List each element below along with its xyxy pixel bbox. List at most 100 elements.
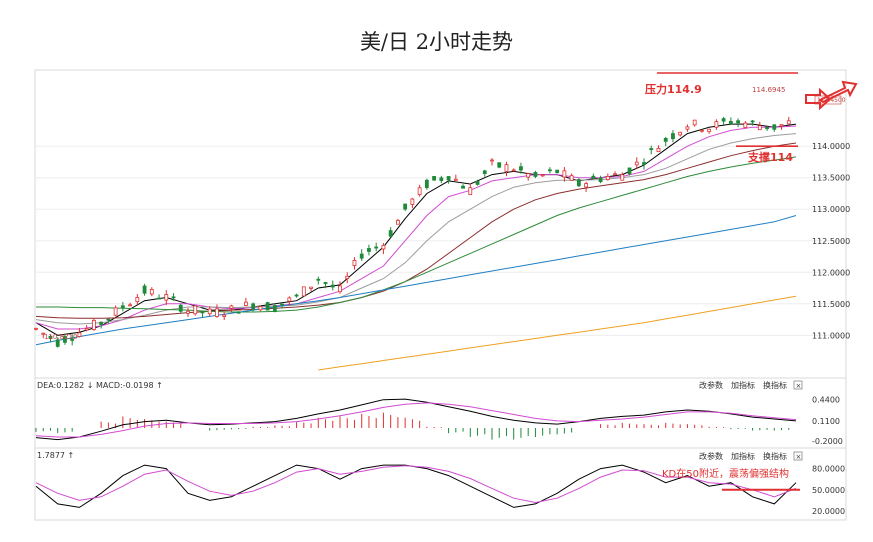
candle-body xyxy=(77,332,82,337)
moving-average-line xyxy=(318,295,797,371)
candle-body xyxy=(692,119,697,126)
right-arrow-icon xyxy=(805,87,832,111)
candle-body xyxy=(461,185,465,189)
indicator-button[interactable]: 改参数 xyxy=(699,451,723,461)
macd-series-layer xyxy=(35,398,797,441)
candle-body xyxy=(120,305,125,309)
candle-body xyxy=(345,275,350,280)
macd-tick-label: 0.1100 xyxy=(812,417,840,426)
candle-body xyxy=(330,284,335,288)
label-layer: 111.0000 111.5000 112.0000 112.5000 113.0000… xyxy=(37,72,850,516)
candle-body xyxy=(142,285,147,294)
close-icon[interactable] xyxy=(793,451,803,461)
candle-body xyxy=(410,198,415,205)
kd-tick-label: 50.0000 xyxy=(812,486,845,495)
candle-body xyxy=(475,181,480,185)
candle-body xyxy=(229,305,234,309)
macd-panel xyxy=(34,377,847,449)
indicator-button[interactable]: 加指标 xyxy=(731,380,755,390)
candle-body xyxy=(417,187,422,196)
candle-body xyxy=(135,297,140,302)
candle-body xyxy=(786,120,791,125)
up-arrow-icon xyxy=(817,80,858,104)
candle-body xyxy=(584,183,588,188)
candle-body xyxy=(453,178,458,181)
candle-body xyxy=(519,166,523,171)
price-tick-label: 113.0000 xyxy=(812,205,850,214)
candle-body xyxy=(482,170,487,175)
candle-body xyxy=(750,120,755,123)
resistance-label: 压力114.9 xyxy=(645,82,702,96)
price-tick-label: 111.5000 xyxy=(812,300,850,309)
candle-body xyxy=(700,129,704,132)
candle-body xyxy=(613,173,617,176)
candle-body xyxy=(497,162,502,168)
kd-annotation: KD在50附近，震荡偏强结构 xyxy=(662,467,789,480)
close-icon-glyph: × xyxy=(796,382,802,390)
candle-body xyxy=(490,159,494,162)
candle-body xyxy=(605,176,610,180)
candle-body xyxy=(779,124,784,127)
candle-body xyxy=(55,339,60,347)
candle-body xyxy=(403,203,408,210)
candle-body xyxy=(34,327,38,330)
candle-body xyxy=(215,308,219,317)
moving-average-line xyxy=(35,215,797,346)
moving-average-line xyxy=(35,133,797,325)
candle-body xyxy=(381,244,386,250)
candle-body xyxy=(272,305,277,313)
indicator-button[interactable]: 换指标 xyxy=(763,380,787,390)
candle-body xyxy=(685,126,690,130)
candle-body xyxy=(656,147,661,153)
indicator-button[interactable]: 换指标 xyxy=(763,451,787,461)
close-icon[interactable] xyxy=(793,380,803,390)
price-tick-label: 112.0000 xyxy=(812,268,850,277)
candle-body xyxy=(70,338,75,341)
kd-tick-label: 80.0000 xyxy=(812,465,845,474)
candle-body xyxy=(439,177,444,181)
indicator-button[interactable]: 加指标 xyxy=(731,451,755,461)
moving-average-line xyxy=(35,123,797,336)
candle-body xyxy=(721,118,726,122)
price-series-layer xyxy=(34,116,797,371)
kd-d-line xyxy=(35,465,797,504)
moving-average-line xyxy=(35,142,797,319)
candle-body xyxy=(468,187,473,195)
candle-body xyxy=(728,120,733,125)
macd-indicator-label: DEA:0.1282 ↓ MACD:-0.0198 ↑ xyxy=(37,381,163,390)
price-tick-label: 111.0000 xyxy=(812,331,850,340)
candle-body xyxy=(772,124,777,130)
candle-body xyxy=(642,162,646,165)
candle-body xyxy=(374,246,379,249)
candle-body xyxy=(562,170,567,178)
candle-body xyxy=(569,175,574,181)
last-price-label: 114.4500 xyxy=(817,97,846,104)
high-price-label: 114.6945 xyxy=(752,86,785,94)
candle-body xyxy=(244,301,248,306)
candle-body xyxy=(707,128,712,133)
candle-body xyxy=(149,289,154,295)
candle-body xyxy=(736,120,740,124)
moving-average-line xyxy=(35,125,797,330)
candle-body xyxy=(367,248,371,252)
candle-body xyxy=(222,314,227,317)
indicator-button[interactable]: 改参数 xyxy=(699,380,723,390)
candle-body xyxy=(555,169,560,174)
candle-body xyxy=(171,296,176,299)
candle-body xyxy=(388,230,393,237)
candle-body xyxy=(396,220,400,225)
candle-body xyxy=(352,260,357,266)
moving-average-line xyxy=(36,156,797,313)
macd-dif-line xyxy=(35,398,797,441)
candle-body xyxy=(287,297,292,302)
candle-body xyxy=(424,179,429,189)
candle-body xyxy=(323,282,328,285)
kd-panel xyxy=(34,447,847,521)
candle-body xyxy=(193,305,198,315)
page-title: 美/日 2小时走势 xyxy=(359,30,514,54)
candle-body xyxy=(540,174,545,177)
kd-indicator-label: 1.7877 ↑ xyxy=(37,451,74,460)
candle-body xyxy=(157,297,161,300)
price-tick-label: 113.5000 xyxy=(812,174,850,183)
candle-body xyxy=(504,164,509,172)
